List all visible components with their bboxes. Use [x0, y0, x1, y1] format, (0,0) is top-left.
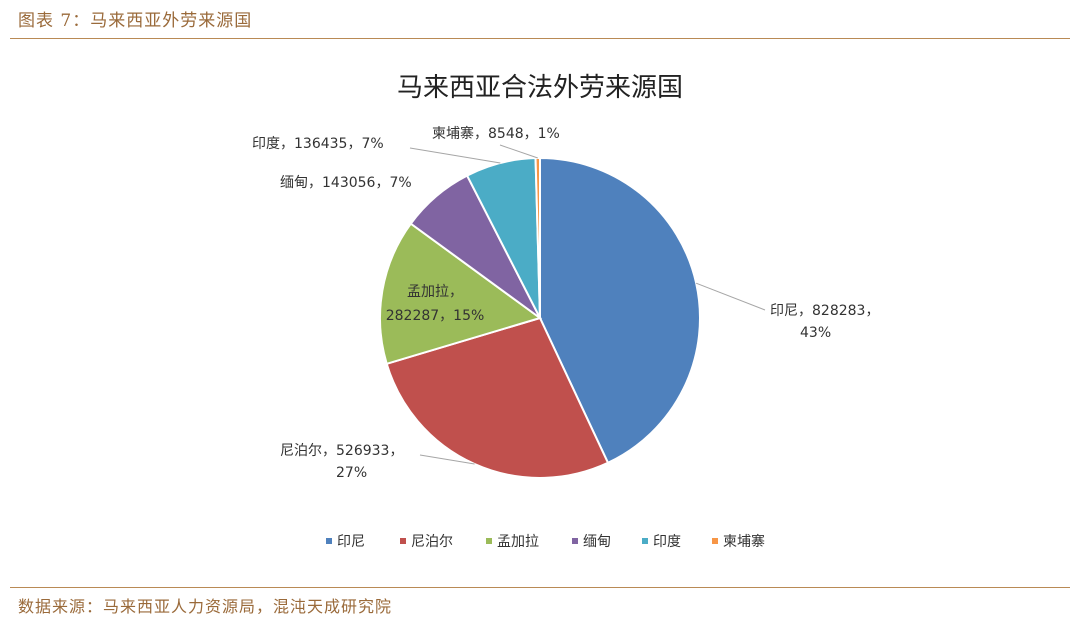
legend-swatch-1 — [326, 538, 332, 544]
legend-label-4: 缅甸 — [583, 534, 611, 550]
legend-label-5: 印度 — [653, 534, 681, 550]
data-label-6-line-1: 柬埔寨，8548，1% — [432, 125, 560, 142]
data-label-2-line-2: 27% — [336, 465, 367, 481]
legend-item-1: 印尼 — [326, 534, 365, 550]
data-label-3-line-1: 孟加拉， — [407, 284, 463, 300]
data-label-3-line-2: 282287，15% — [386, 308, 485, 324]
figure-title: 图表 7：马来西亚外劳来源国 — [18, 11, 253, 31]
source-note: 数据来源：马来西亚人力资源局，混沌天成研究院 — [18, 597, 393, 616]
legend-item-6: 柬埔寨 — [712, 533, 765, 550]
bottom-divider — [10, 587, 1070, 588]
top-divider — [10, 38, 1070, 39]
data-label-2-line-1: 尼泊尔，526933， — [280, 443, 403, 459]
legend-label-3: 孟加拉 — [497, 534, 539, 550]
leader-line-1 — [695, 282, 766, 311]
data-label-4-line-1: 缅甸，143056，7% — [280, 175, 412, 191]
legend-swatch-2 — [400, 538, 406, 544]
legend-swatch-6 — [712, 538, 718, 544]
pie-slice-2 — [385, 316, 610, 479]
legend-swatch-4 — [572, 538, 578, 544]
legend-label-1: 印尼 — [337, 534, 365, 550]
pie-slice-3 — [379, 222, 543, 366]
legend-item-3: 孟加拉 — [486, 534, 539, 550]
data-label-5-line-1: 印度，136435，7% — [252, 136, 384, 152]
legend-label-6: 柬埔寨 — [723, 533, 765, 550]
legend-swatch-5 — [642, 538, 648, 544]
legend-item-2: 尼泊尔 — [400, 534, 453, 550]
legend-item-4: 缅甸 — [572, 534, 611, 550]
legend-item-5: 印度 — [642, 534, 681, 550]
pie-slice-6 — [534, 156, 541, 319]
data-label-1-line-2: 43% — [800, 325, 831, 341]
legend-swatch-3 — [486, 538, 492, 544]
legend-label-2: 尼泊尔 — [411, 534, 453, 550]
chart-title: 马来西亚合法外劳来源国 — [397, 73, 683, 103]
leader-line-2 — [419, 454, 475, 465]
leader-line-5 — [409, 147, 501, 164]
data-label-1-line-1: 印尼，828283， — [770, 303, 879, 319]
leader-line-6 — [499, 144, 538, 159]
